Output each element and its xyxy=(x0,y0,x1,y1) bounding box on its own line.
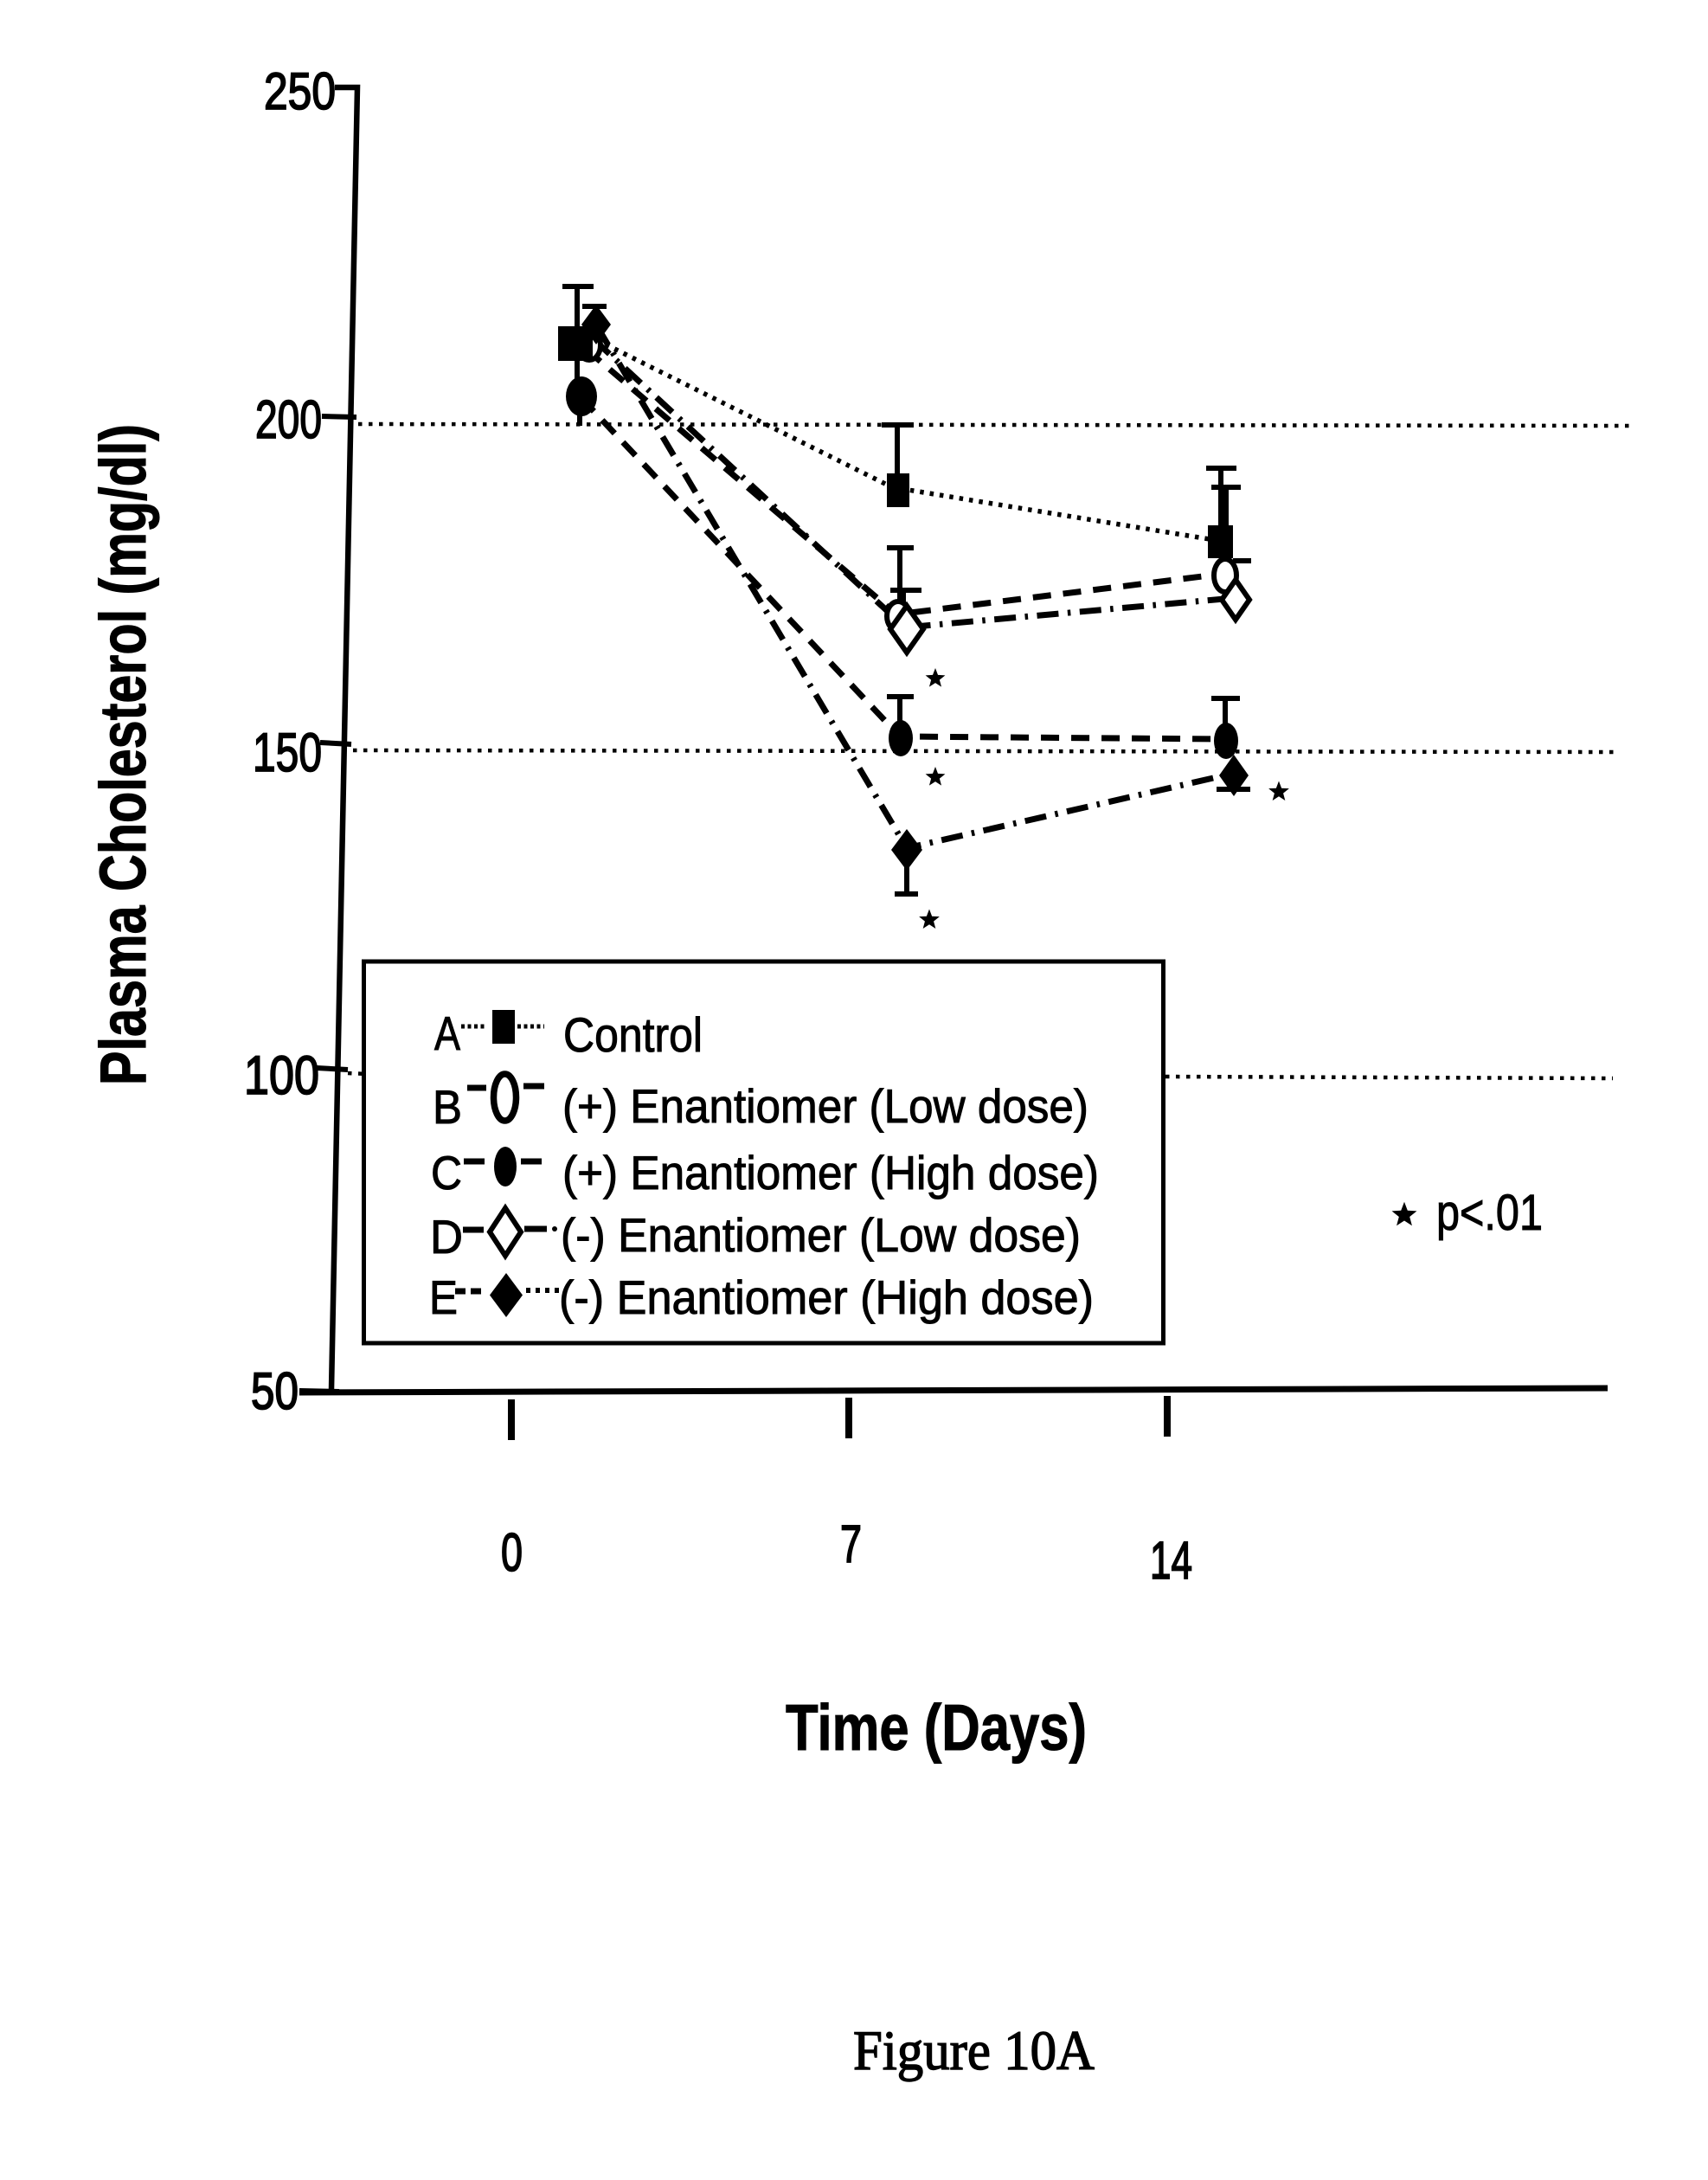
svg-text:14: 14 xyxy=(1150,1531,1192,1590)
svg-text:(-) Enantiomer (High dose): (-) Enantiomer (High dose) xyxy=(559,1270,1094,1324)
svg-text:Time (Days): Time (Days) xyxy=(786,1691,1087,1764)
svg-text:(-) Enantiomer (Low dose): (-) Enantiomer (Low dose) xyxy=(561,1208,1081,1262)
svg-text:200: 200 xyxy=(255,390,322,450)
svg-text:150: 150 xyxy=(253,723,322,783)
svg-text:100: 100 xyxy=(244,1045,319,1106)
svg-text:A: A xyxy=(434,1006,460,1060)
svg-text:7: 7 xyxy=(840,1514,862,1573)
svg-text:D: D xyxy=(430,1210,463,1264)
svg-text:0: 0 xyxy=(501,1523,523,1583)
svg-text:(+) Enantiomer (High dose): (+) Enantiomer (High dose) xyxy=(562,1146,1099,1199)
svg-text:(+) Enantiomer (Low dose): (+) Enantiomer (Low dose) xyxy=(562,1079,1088,1133)
svg-text:Plasma Cholesterol (mg/dl): Plasma Cholesterol (mg/dl) xyxy=(87,424,159,1085)
svg-text:Figure 10A: Figure 10A xyxy=(853,2020,1095,2082)
svg-text:E: E xyxy=(429,1270,458,1324)
svg-text:p<.01: p<.01 xyxy=(1436,1185,1543,1241)
svg-text:C: C xyxy=(431,1146,462,1199)
svg-text:50: 50 xyxy=(251,1362,299,1420)
svg-text:250: 250 xyxy=(264,62,336,120)
svg-text:B: B xyxy=(433,1080,462,1134)
svg-text:Control: Control xyxy=(563,1007,703,1062)
